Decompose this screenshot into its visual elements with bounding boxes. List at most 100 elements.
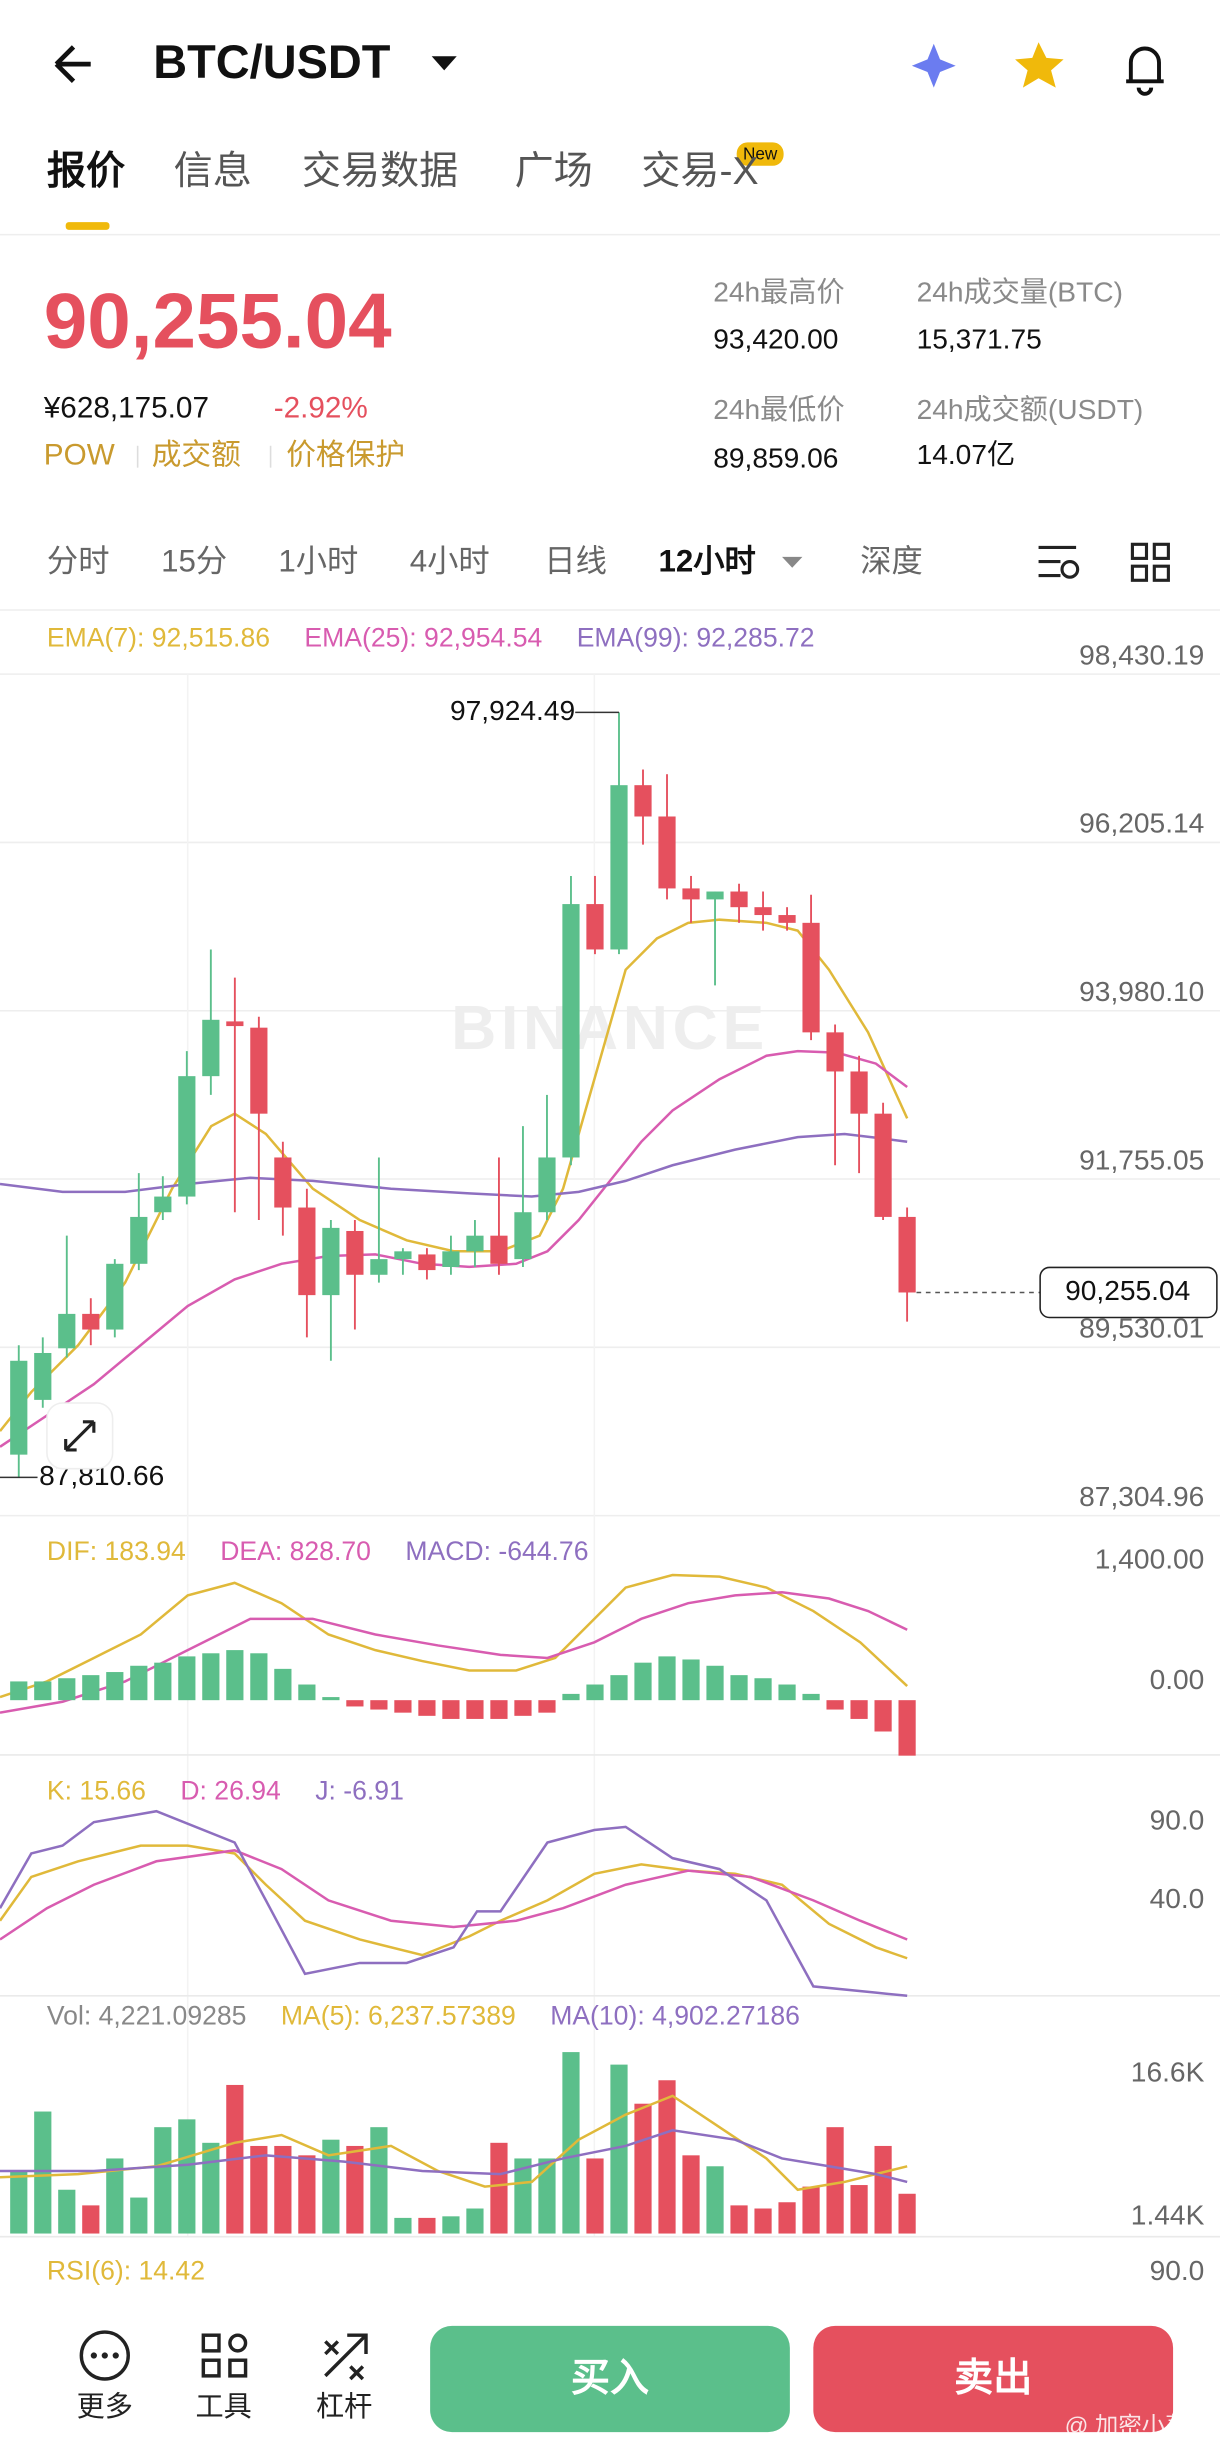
tab[interactable]: 报价 <box>47 150 125 193</box>
interval[interactable]: 1小时 <box>278 543 358 578</box>
tab[interactable]: 信息 <box>174 150 252 193</box>
expand-icon[interactable] <box>64 1420 96 1452</box>
stat-value: 89,859.06 <box>713 442 838 473</box>
macd-bar <box>730 1675 748 1701</box>
interval[interactable]: 12小时 <box>658 543 755 578</box>
volume-bar <box>538 2158 556 2234</box>
k-line <box>0 1844 908 1960</box>
macd-bar <box>850 1700 868 1719</box>
layout-icon[interactable] <box>1152 564 1170 582</box>
macd-bar <box>82 1675 100 1701</box>
candle-body <box>826 1032 844 1072</box>
tab[interactable]: 交易数据 <box>302 150 458 193</box>
legend-item: D: 26.94 <box>180 1775 280 1805</box>
last-price: 90,255.04 <box>44 277 392 365</box>
buy-label[interactable]: 买入 <box>571 2357 649 2400</box>
interval[interactable]: 15分 <box>161 543 227 578</box>
more-icon[interactable] <box>79 2330 130 2381</box>
macd-bar <box>418 1700 436 1716</box>
leverage-icon[interactable] <box>324 2333 368 2381</box>
tab[interactable]: 交易-X <box>641 150 758 193</box>
nav-label[interactable]: 更多 <box>77 2391 133 2422</box>
volume-bar <box>106 2158 124 2234</box>
macd-bar <box>322 1697 340 1701</box>
volume-bar <box>682 2155 700 2234</box>
sell-label[interactable]: 卖出 <box>954 2357 1032 2400</box>
volume-bar <box>778 2202 796 2234</box>
volume-bar <box>34 2111 52 2234</box>
macd-bar <box>226 1650 244 1701</box>
layout-icon[interactable] <box>1130 564 1149 582</box>
ai-icon[interactable] <box>911 43 956 88</box>
ema25 <box>0 1049 908 1448</box>
macd-bar <box>298 1684 316 1701</box>
favorite-icon[interactable] <box>1015 42 1064 88</box>
layout-icon[interactable] <box>1152 542 1170 560</box>
macd-bar <box>610 1675 628 1701</box>
indicator-icon[interactable] <box>1060 559 1080 579</box>
volume-bar <box>490 2142 508 2234</box>
nav-label[interactable]: 杠杆 <box>316 2391 372 2422</box>
volume-bar <box>202 2142 220 2234</box>
j-line <box>0 1809 908 1998</box>
watermark-text: @ 加密小荔枝 <box>1065 2413 1213 2439</box>
badge <box>736 142 784 166</box>
volume-bar <box>514 2158 532 2234</box>
candle-body <box>154 1196 172 1213</box>
interval[interactable]: 4小时 <box>410 543 490 578</box>
tools-icon[interactable] <box>228 2358 248 2378</box>
candle-body <box>586 904 604 950</box>
interval[interactable]: 分时 <box>47 543 110 578</box>
cny-price: ¥628,175.07 <box>43 392 209 425</box>
tools-icon[interactable] <box>228 2333 248 2353</box>
macd-bar <box>754 1678 772 1701</box>
sell-button[interactable] <box>813 2325 1174 2433</box>
macd-bar <box>490 1700 508 1719</box>
candle-body <box>874 1113 892 1217</box>
candle-body <box>418 1254 436 1271</box>
interval[interactable]: 深度 <box>860 543 923 578</box>
volume-bar <box>154 2127 172 2234</box>
indicator-icon[interactable] <box>1038 545 1077 578</box>
stat-value: 14.07亿 <box>917 439 1016 470</box>
dot <box>90 2352 97 2359</box>
volume-bar <box>82 2205 100 2234</box>
bell-icon[interactable] <box>1126 46 1164 96</box>
legend-item: MACD: -644.76 <box>405 1536 588 1566</box>
last-price-label: 90,255.04 <box>1065 1275 1190 1306</box>
macd-bar <box>106 1672 124 1701</box>
macd-bar <box>250 1653 268 1701</box>
candle-body <box>706 891 724 900</box>
candle-body <box>850 1071 868 1114</box>
volume-bar <box>10 2170 28 2234</box>
tools-icon[interactable] <box>201 2333 221 2353</box>
tools-icon[interactable] <box>201 2358 221 2378</box>
interval-caret[interactable] <box>782 556 803 568</box>
legend-item: EMA(25): 92,954.54 <box>304 623 542 653</box>
nav-icons[interactable] <box>79 2330 368 2381</box>
tag: 成交额 <box>152 439 241 472</box>
candle-body <box>370 1259 388 1275</box>
candle-body <box>106 1263 124 1330</box>
layout-icon[interactable] <box>1130 542 1149 560</box>
candle-body <box>610 785 628 950</box>
y-tick-label: 40.0 <box>1150 1883 1205 1914</box>
tab[interactable]: 广场 <box>515 150 593 193</box>
candle-body <box>754 907 772 916</box>
buy-button[interactable] <box>430 2325 790 2433</box>
candle-body <box>538 1157 556 1213</box>
candle-body <box>130 1216 148 1264</box>
nav-label[interactable]: 工具 <box>196 2391 252 2422</box>
legend-item: Vol: 4,221.09285 <box>47 2001 247 2031</box>
volume-bar <box>874 2145 892 2234</box>
interval[interactable]: 日线 <box>544 543 607 578</box>
back-button[interactable] <box>54 45 91 83</box>
pair[interactable]: BTC/USDT <box>153 36 390 88</box>
chart-tools[interactable] <box>1038 542 1170 582</box>
candle-body <box>322 1227 340 1296</box>
candle-body <box>514 1212 532 1260</box>
candle-body <box>82 1313 100 1330</box>
candle-body <box>778 915 796 923</box>
macd-bar <box>562 1693 580 1701</box>
pair-caret[interactable] <box>431 56 457 71</box>
